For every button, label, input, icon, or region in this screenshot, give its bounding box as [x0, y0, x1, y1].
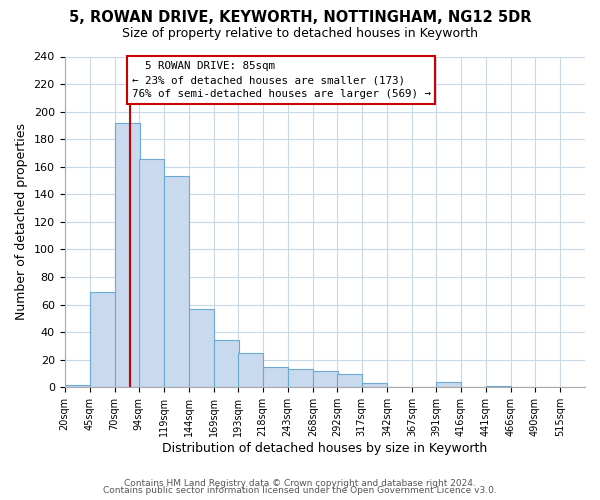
- Bar: [362, 383, 387, 388]
- Bar: [214, 340, 239, 388]
- Bar: [263, 366, 288, 388]
- Bar: [486, 386, 511, 388]
- Bar: [65, 384, 89, 388]
- Text: Contains HM Land Registry data © Crown copyright and database right 2024.: Contains HM Land Registry data © Crown c…: [124, 478, 476, 488]
- X-axis label: Distribution of detached houses by size in Keyworth: Distribution of detached houses by size …: [162, 442, 487, 455]
- Title: 5, ROWAN DRIVE, KEYWORTH, NOTTINGHAM, NG12 5DR
Size of property relative to deta: 5, ROWAN DRIVE, KEYWORTH, NOTTINGHAM, NG…: [0, 499, 1, 500]
- Bar: [436, 382, 461, 388]
- Text: Size of property relative to detached houses in Keyworth: Size of property relative to detached ho…: [122, 28, 478, 40]
- Bar: [288, 370, 313, 388]
- Text: 5 ROWAN DRIVE: 85sqm
← 23% of detached houses are smaller (173)
76% of semi-deta: 5 ROWAN DRIVE: 85sqm ← 23% of detached h…: [131, 60, 431, 100]
- Y-axis label: Number of detached properties: Number of detached properties: [15, 124, 28, 320]
- Bar: [238, 353, 263, 388]
- Bar: [188, 309, 214, 388]
- Bar: [164, 176, 188, 388]
- Bar: [337, 374, 362, 388]
- Bar: [139, 158, 164, 388]
- Bar: [89, 292, 115, 388]
- Bar: [313, 371, 338, 388]
- Text: Contains public sector information licensed under the Open Government Licence v3: Contains public sector information licen…: [103, 486, 497, 495]
- Bar: [115, 122, 140, 388]
- Text: 5, ROWAN DRIVE, KEYWORTH, NOTTINGHAM, NG12 5DR: 5, ROWAN DRIVE, KEYWORTH, NOTTINGHAM, NG…: [69, 10, 531, 25]
